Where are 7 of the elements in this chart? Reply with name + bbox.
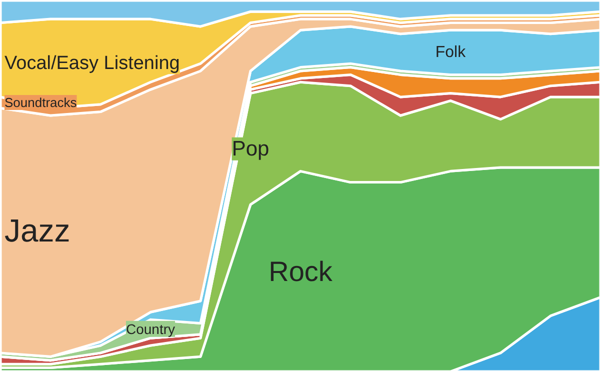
- series-label: Rock: [268, 256, 334, 287]
- series-label: Soundtracks: [4, 95, 78, 110]
- series-label: Country: [126, 320, 176, 337]
- series-label: Pop: [232, 137, 270, 160]
- series-label: Folk: [435, 44, 467, 61]
- series-label: Jazz: [4, 212, 70, 249]
- series-label: Vocal/Easy Listening: [4, 53, 180, 74]
